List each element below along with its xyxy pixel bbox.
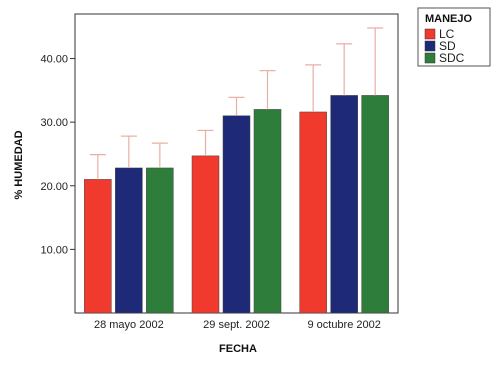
y-tick-label: 40.00: [40, 54, 68, 66]
legend-swatch-sdc: [424, 52, 436, 64]
y-axis-title: % HUMEDAD: [13, 130, 25, 199]
legend-swatch-sd: [424, 40, 436, 52]
x-tick-label: 29 sept. 2002: [203, 319, 270, 331]
bar-sd-3: [330, 95, 358, 314]
bars: [84, 95, 389, 314]
bar-sdc-2: [253, 109, 282, 314]
bar-sdc-1: [146, 167, 174, 314]
legend-label-sd: SD: [439, 39, 456, 53]
legend-label-sdc: SDC: [439, 51, 465, 65]
y-tick-label: 10.00: [40, 244, 68, 256]
bar-lc-2: [191, 155, 220, 314]
bar-sd-2: [222, 115, 251, 314]
y-axis-ticks: 10.00 20.00 30.00 40.00: [40, 54, 75, 256]
error-bars: [89, 27, 384, 180]
bar-lc-1: [84, 179, 112, 314]
x-axis-tick-labels: 28 mayo 2002 29 sept. 2002 9 octubre 2002: [94, 319, 381, 331]
bar-sdc-3: [361, 95, 389, 314]
x-tick-label: 9 octubre 2002: [307, 319, 380, 331]
legend-title: MANEJO: [425, 13, 473, 25]
x-axis-title: FECHA: [219, 343, 257, 355]
legend-swatch-lc: [424, 28, 436, 40]
legend-label-lc: LC: [439, 27, 455, 41]
bar-lc-3: [299, 111, 327, 314]
y-tick-label: 20.00: [40, 181, 68, 193]
bar-sd-1: [115, 167, 143, 314]
x-tick-label: 28 mayo 2002: [94, 319, 164, 331]
y-tick-label: 30.00: [40, 117, 68, 129]
